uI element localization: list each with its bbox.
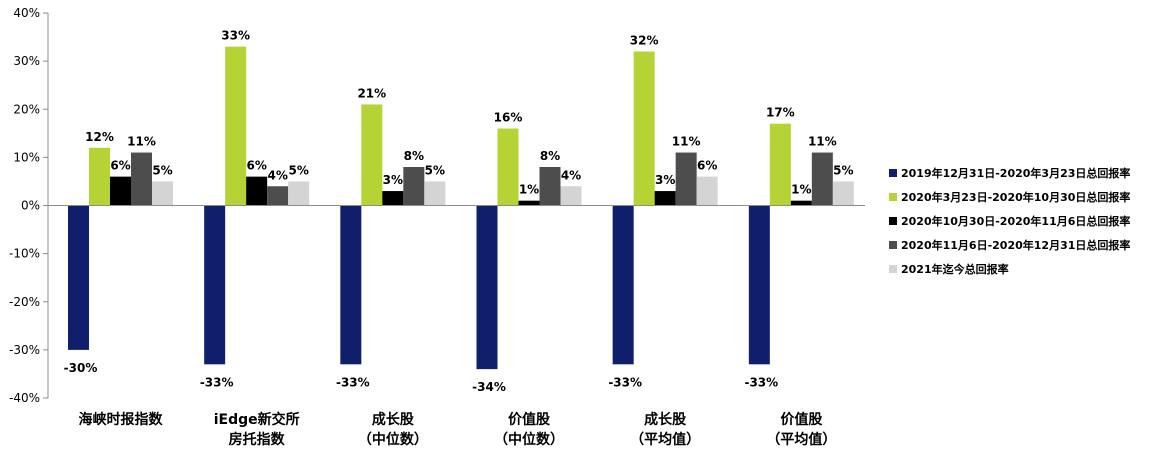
y-axis: -40% -30% -20% -10% 0% 10% 20% 30% 40% bbox=[9, 6, 49, 405]
data-label: -33% bbox=[608, 375, 642, 389]
bar bbox=[811, 152, 833, 206]
data-label: 21% bbox=[357, 86, 386, 100]
data-label: -34% bbox=[472, 380, 506, 394]
bar bbox=[497, 128, 519, 206]
data-label: 11% bbox=[808, 135, 837, 149]
y-tick-label: -20% bbox=[9, 295, 40, 309]
bar bbox=[403, 167, 425, 206]
y-tick-label: 10% bbox=[13, 150, 40, 164]
data-label: 1% bbox=[519, 183, 539, 197]
bar bbox=[612, 205, 634, 365]
legend-label: 2020年3月23日-2020年10月30日总回报率 bbox=[901, 190, 1130, 204]
x-category-label: iEdge新交所 bbox=[214, 411, 300, 428]
x-category-label: （平均值） bbox=[630, 431, 700, 448]
bar bbox=[131, 152, 152, 206]
bar bbox=[424, 181, 446, 206]
x-category-label: （中位数） bbox=[494, 431, 564, 448]
bar bbox=[518, 200, 540, 206]
bar bbox=[288, 181, 310, 206]
data-label: 5% bbox=[152, 163, 172, 177]
x-category-label: 海峡时报指数 bbox=[79, 411, 164, 428]
x-category-label: （平均值） bbox=[766, 431, 836, 448]
legend-label: 2020年11月6日-2020年12月31日总回报率 bbox=[901, 238, 1130, 252]
x-category-label: 价值股 bbox=[508, 411, 551, 428]
legend-swatch bbox=[889, 241, 897, 249]
y-tick-label: 30% bbox=[13, 54, 40, 68]
data-label: 16% bbox=[494, 111, 523, 125]
legend-label: 2019年12月31日-2020年3月23日总回报率 bbox=[901, 166, 1130, 180]
bar bbox=[696, 176, 718, 206]
legend-swatch bbox=[889, 217, 897, 225]
legend-swatch bbox=[889, 265, 897, 273]
x-category-label: （中位数） bbox=[358, 431, 428, 448]
legend-swatch bbox=[889, 193, 897, 201]
bar bbox=[560, 186, 582, 206]
bar bbox=[361, 104, 383, 206]
data-label: 5% bbox=[288, 163, 308, 177]
bar bbox=[769, 123, 791, 206]
bars bbox=[68, 46, 854, 370]
data-label: 4% bbox=[267, 168, 287, 182]
legend-swatch bbox=[889, 169, 897, 177]
data-label: 5% bbox=[833, 163, 853, 177]
data-label: 6% bbox=[697, 159, 717, 173]
x-category-label: 成长股 bbox=[644, 411, 687, 428]
data-label: 6% bbox=[110, 159, 130, 173]
data-label: 8% bbox=[540, 149, 560, 163]
bar bbox=[748, 205, 770, 365]
data-label: 32% bbox=[630, 34, 659, 48]
x-category-label: 房托指数 bbox=[229, 431, 286, 448]
y-tick-label: 40% bbox=[13, 6, 40, 20]
bar bbox=[152, 181, 173, 206]
bar bbox=[68, 205, 89, 350]
bar bbox=[654, 191, 676, 206]
bar bbox=[340, 205, 362, 365]
data-label: 4% bbox=[561, 168, 581, 182]
legend-label: 2021年迄今总回报率 bbox=[901, 262, 1009, 276]
bar bbox=[476, 205, 498, 370]
bar bbox=[675, 152, 697, 206]
bar bbox=[225, 46, 247, 206]
legend-label: 2020年10月30日-2020年11月6日总回报率 bbox=[901, 214, 1130, 228]
bar bbox=[246, 176, 268, 206]
bar bbox=[89, 147, 110, 206]
bar bbox=[633, 51, 655, 206]
bar bbox=[267, 186, 289, 206]
y-tick-label: -10% bbox=[9, 247, 40, 261]
data-label: 1% bbox=[791, 183, 811, 197]
data-label: -33% bbox=[744, 375, 778, 389]
y-tick-label: 0% bbox=[21, 199, 40, 213]
y-tick-label: 20% bbox=[13, 102, 40, 116]
data-label: 5% bbox=[425, 163, 445, 177]
data-label: 3% bbox=[383, 173, 403, 187]
data-label: 17% bbox=[766, 106, 795, 120]
bar bbox=[204, 205, 226, 365]
x-category-label: 价值股 bbox=[780, 411, 823, 428]
data-label: 12% bbox=[85, 130, 114, 144]
x-category-label: 成长股 bbox=[372, 411, 415, 428]
data-label: 6% bbox=[246, 159, 266, 173]
data-label: -33% bbox=[200, 375, 234, 389]
bar bbox=[382, 191, 404, 206]
data-label: 11% bbox=[672, 135, 701, 149]
bar bbox=[539, 167, 561, 206]
bar bbox=[832, 181, 854, 206]
data-label: 3% bbox=[655, 173, 675, 187]
y-tick-label: -40% bbox=[9, 391, 40, 405]
bar bbox=[110, 176, 131, 206]
data-label: 33% bbox=[221, 29, 250, 43]
y-tick-label: -30% bbox=[9, 343, 40, 357]
data-labels: -30%12%6%11%5%-33%33%6%4% 5%-33%21%3%8%5%… bbox=[64, 29, 854, 394]
data-label: -30% bbox=[64, 361, 98, 375]
bar bbox=[790, 200, 812, 206]
legend: 2019年12月31日-2020年3月23日总回报率 2020年3月23日-202… bbox=[889, 166, 1130, 276]
data-label: 8% bbox=[404, 149, 424, 163]
data-label: 11% bbox=[127, 135, 156, 149]
data-label: -33% bbox=[336, 375, 370, 389]
